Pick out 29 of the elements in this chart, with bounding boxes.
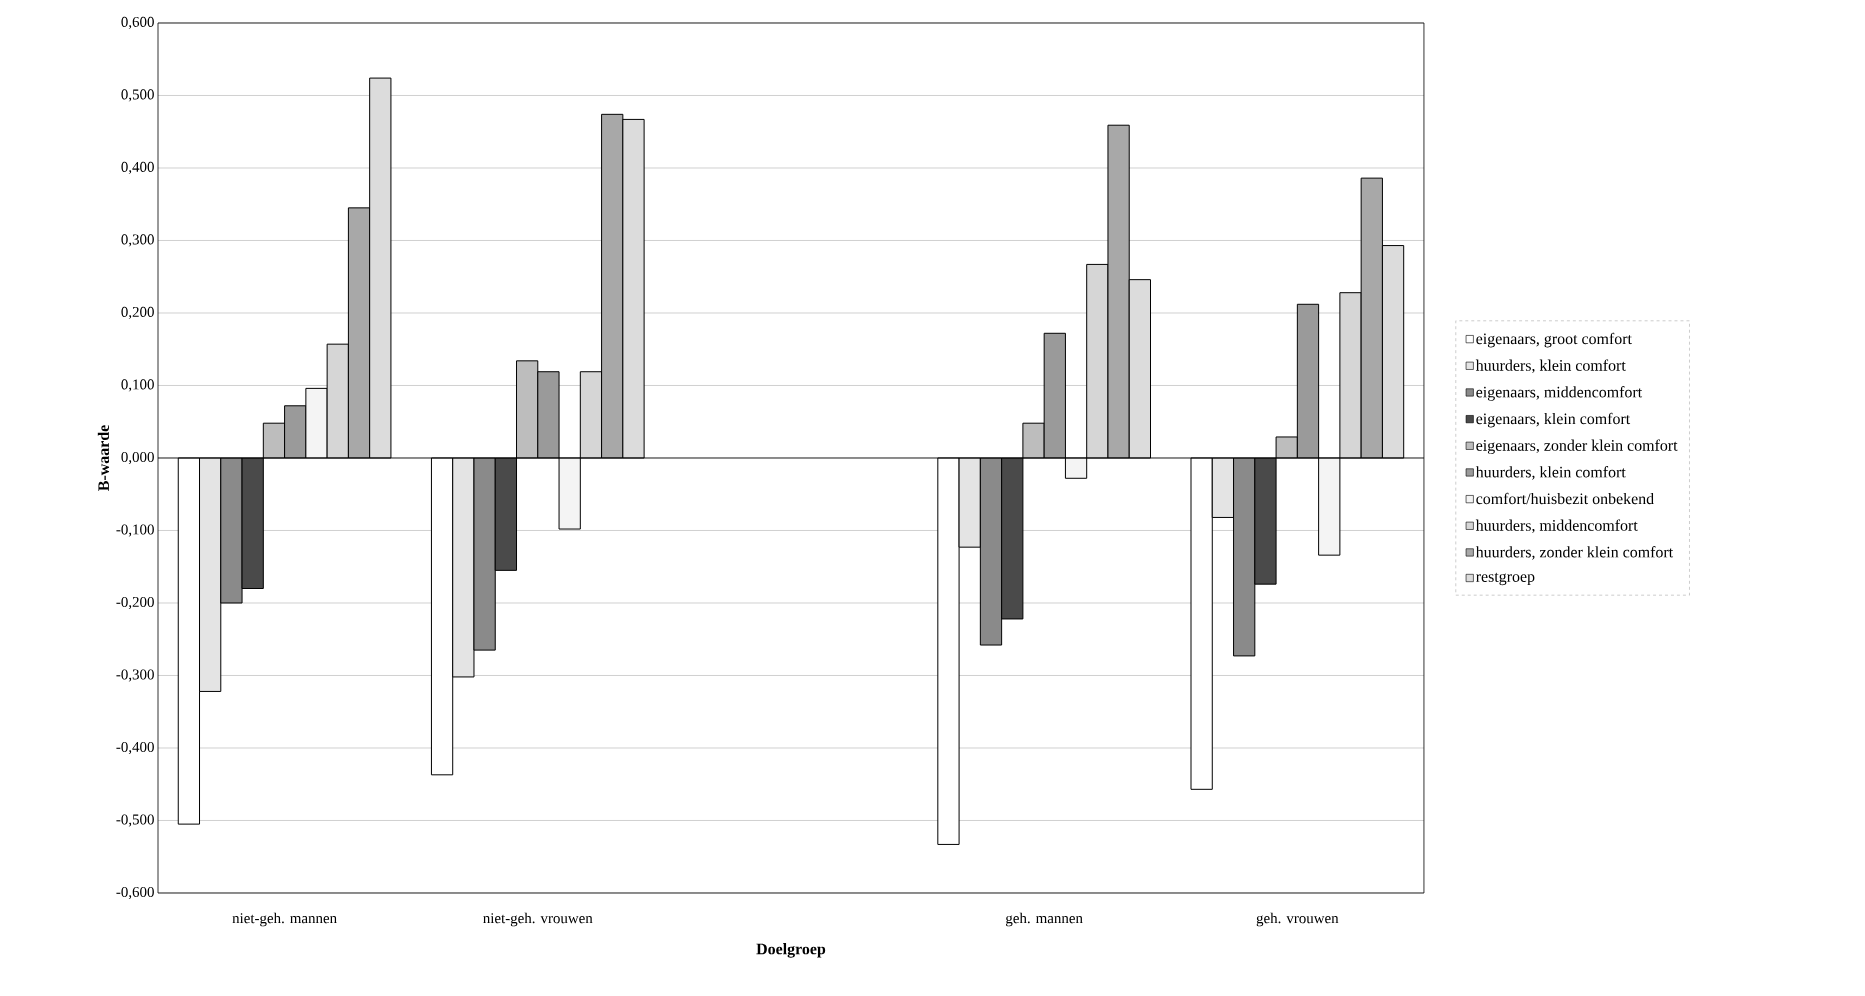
y-tick-label: 0,600 [121, 16, 154, 30]
y-tick-label: 0,500 [121, 89, 154, 102]
y-tick-label: 0,300 [121, 234, 154, 247]
legend-label: eigenaars, groot comfort [1476, 332, 1632, 348]
x-axis-title: Doelgroep [756, 943, 826, 958]
legend-label: huurders, klein comfort [1475, 466, 1626, 480]
y-tick-label: 0,200 [121, 306, 154, 320]
legend-label: eigenaars, zonder klein comfort [1476, 439, 1678, 455]
legend-label: huurders, zonder klein comfort [1475, 546, 1674, 560]
x-tick-label: geh. mannen [1006, 912, 1083, 927]
x-tick-label: niet-geh. mannen [232, 912, 337, 927]
y-axis-title: B-waarde [97, 425, 110, 491]
y-tick-label: 0,000 [121, 451, 154, 465]
x-tick-label: geh. vrouwen [1256, 912, 1339, 927]
legend-label: eigenaars, middencomfort [1476, 386, 1643, 401]
legend-label: comfort/huisbezit onbekend [1476, 492, 1654, 505]
legend-label: restgroep [1476, 572, 1535, 586]
y-tick-label: -0,400 [116, 741, 154, 755]
y-tick-label: -0,100 [116, 524, 154, 537]
y-tick-label: 0,400 [121, 161, 154, 175]
y-tick-label: 0,100 [121, 379, 154, 392]
y-tick-label: -0,600 [116, 886, 154, 900]
y-tick-label: -0,500 [116, 814, 154, 827]
y-tick-label: -0,300 [116, 669, 154, 682]
legend-label: eigenaars, klein comfort [1476, 412, 1631, 428]
x-tick-label: niet-geh. vrouwen [483, 912, 593, 927]
legend-label: huurders, klein comfort [1475, 359, 1626, 374]
y-tick-label: -0,200 [116, 596, 154, 610]
legend-label: huurders, middencomfort [1475, 519, 1638, 534]
